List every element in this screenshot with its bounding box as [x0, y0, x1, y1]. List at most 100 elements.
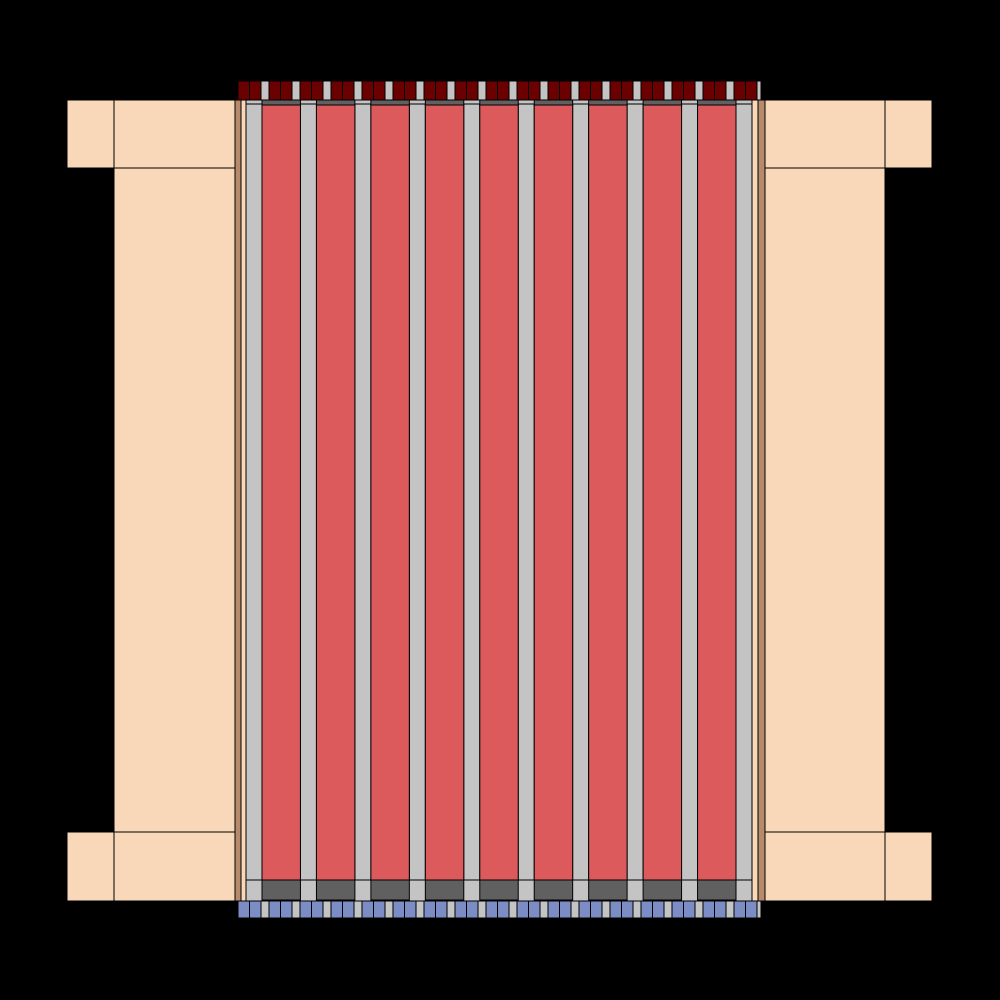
top-plug	[315, 99, 356, 106]
end-plug	[533, 879, 574, 901]
bottom-nozzle-segment	[528, 900, 541, 919]
bottom-nozzle-segment	[485, 900, 498, 919]
top-plug	[697, 99, 737, 106]
bottom-nozzle-segment	[725, 900, 735, 919]
top-nozzle-segment	[342, 80, 355, 101]
bottom-nozzle-segment	[671, 900, 684, 919]
top-nozzle-segment	[652, 80, 665, 101]
bottom-nozzle-segment	[392, 900, 405, 919]
top-nozzle-segment	[539, 80, 549, 101]
top-nozzle-segment	[454, 80, 467, 101]
bottom-nozzle-segment	[249, 900, 262, 919]
bottom-nozzle-segment	[280, 900, 293, 919]
right-reflector-bottom-inner	[764, 831, 886, 902]
right-reflector-body	[764, 167, 886, 833]
top-nozzle-segment	[632, 80, 642, 101]
top-nozzle-segment	[570, 80, 580, 101]
bottom-nozzle-segment	[547, 900, 560, 919]
top-nozzle-segment	[508, 80, 518, 101]
bottom-nozzle-segment	[590, 900, 603, 919]
bottom-nozzle-segment	[466, 900, 479, 919]
bottom-nozzle	[237, 900, 762, 919]
fuel-pin	[533, 103, 574, 881]
top-nozzle-segment	[477, 80, 487, 101]
bottom-nozzle-segment	[694, 900, 704, 919]
guide-tube	[735, 99, 753, 902]
bottom-nozzle-segment	[640, 900, 653, 919]
fuel-pin	[697, 103, 737, 881]
top-nozzle-segment	[435, 80, 448, 101]
end-plug	[370, 879, 410, 901]
bottom-nozzle-segment	[508, 900, 518, 919]
bottom-nozzle-segment	[683, 900, 696, 919]
top-nozzle	[237, 80, 762, 101]
top-nozzle-segment	[745, 80, 758, 101]
fuel-pin	[370, 103, 410, 881]
guide-tube	[299, 99, 317, 902]
top-plug	[261, 99, 301, 106]
top-plug	[370, 99, 410, 106]
top-nozzle-segment	[446, 80, 456, 101]
top-nozzle-segment	[733, 80, 746, 101]
fuel-and-guide-lattice	[245, 99, 753, 902]
top-nozzle-segment	[547, 80, 560, 101]
guide-tube	[681, 99, 699, 902]
top-nozzle-segment	[601, 80, 611, 101]
top-nozzle-segment	[415, 80, 425, 101]
top-nozzle-segment	[725, 80, 735, 101]
bottom-nozzle-segment	[342, 900, 355, 919]
left-reflector	[66, 99, 236, 902]
top-nozzle-segment	[516, 80, 529, 101]
fuel-pin	[642, 103, 683, 881]
top-nozzle-segment	[330, 80, 343, 101]
bottom-nozzle-segment	[322, 900, 332, 919]
top-nozzle-segment	[590, 80, 603, 101]
top-nozzle-segment	[353, 80, 363, 101]
top-nozzle-segment	[361, 80, 374, 101]
bottom-nozzle-segment	[268, 900, 281, 919]
top-nozzle-segment	[683, 80, 696, 101]
top-plug	[479, 99, 519, 106]
guide-tube	[463, 99, 481, 902]
fuel-pin	[588, 103, 628, 881]
bottom-nozzle-segment	[578, 900, 591, 919]
fuel-pin	[424, 103, 465, 881]
bottom-nozzle-segment	[330, 900, 343, 919]
top-nozzle-segment	[237, 80, 250, 101]
left-baffle-inner-layer	[240, 99, 247, 902]
bottom-nozzle-segment	[601, 900, 611, 919]
top-nozzle-segment	[528, 80, 541, 101]
bottom-nozzle-segment	[663, 900, 673, 919]
bottom-nozzle-segment	[539, 900, 549, 919]
top-nozzle-segment	[559, 80, 572, 101]
top-nozzle-segment	[671, 80, 684, 101]
right-reflector	[764, 99, 933, 902]
right-reflector-bottom-outer	[884, 831, 933, 902]
top-nozzle-segment	[291, 80, 301, 101]
left-reflector-top-inner	[113, 99, 236, 169]
top-nozzle-segment	[392, 80, 405, 101]
bottom-nozzle-segment	[373, 900, 386, 919]
top-nozzle-segment	[756, 80, 762, 101]
bottom-nozzle-segment	[454, 900, 467, 919]
top-nozzle-segment	[423, 80, 436, 101]
top-nozzle-segment	[485, 80, 498, 101]
guide-tube	[408, 99, 426, 902]
top-nozzle-segment	[466, 80, 479, 101]
left-baffle-layer	[234, 99, 242, 902]
right-baffle-layer	[757, 99, 766, 902]
fuel-pin	[261, 103, 301, 881]
bottom-nozzle-segment	[353, 900, 363, 919]
top-nozzle-segment	[694, 80, 704, 101]
bottom-nozzle-segment	[361, 900, 374, 919]
top-nozzle-segment	[311, 80, 324, 101]
top-nozzle-segment	[404, 80, 417, 101]
bottom-nozzle-segment	[621, 900, 634, 919]
end-plug	[424, 879, 465, 901]
bottom-nozzle-segment	[570, 900, 580, 919]
left-reflector-body	[113, 167, 236, 833]
guide-tube	[626, 99, 644, 902]
bottom-nozzle-segment	[299, 900, 312, 919]
fuel-pin	[315, 103, 356, 881]
